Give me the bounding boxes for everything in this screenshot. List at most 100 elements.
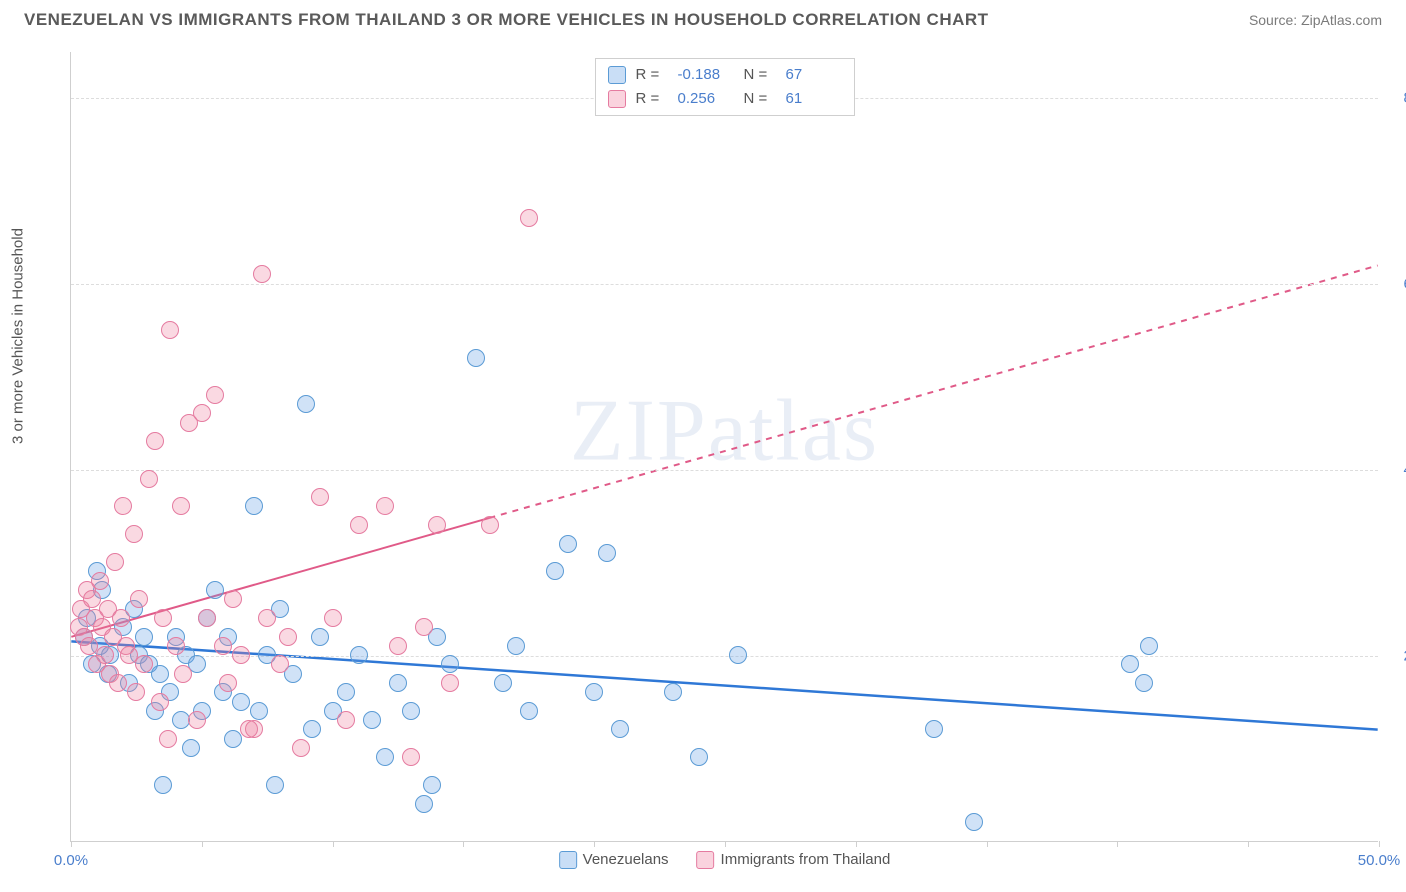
data-point bbox=[219, 674, 237, 692]
data-point bbox=[91, 572, 109, 590]
x-tick-mark bbox=[594, 841, 595, 847]
data-point bbox=[376, 497, 394, 515]
legend-n-value: 61 bbox=[786, 87, 842, 111]
data-point bbox=[106, 553, 124, 571]
data-point bbox=[188, 711, 206, 729]
data-point bbox=[441, 674, 459, 692]
data-point bbox=[324, 609, 342, 627]
data-point bbox=[135, 628, 153, 646]
x-tick-label: 0.0% bbox=[54, 852, 88, 869]
data-point bbox=[598, 544, 616, 562]
x-tick-mark bbox=[1379, 841, 1380, 847]
legend-item: Venezuelans bbox=[559, 851, 669, 869]
data-point bbox=[224, 590, 242, 608]
data-point bbox=[232, 693, 250, 711]
legend-swatch bbox=[608, 90, 626, 108]
data-point bbox=[154, 776, 172, 794]
data-point bbox=[174, 665, 192, 683]
data-point bbox=[250, 702, 268, 720]
data-point bbox=[415, 618, 433, 636]
data-point bbox=[167, 637, 185, 655]
data-point bbox=[729, 646, 747, 664]
data-point bbox=[664, 683, 682, 701]
data-point bbox=[520, 702, 538, 720]
data-point bbox=[266, 776, 284, 794]
data-point bbox=[297, 395, 315, 413]
data-point bbox=[337, 683, 355, 701]
y-axis-label: 3 or more Vehicles in Household bbox=[10, 228, 27, 444]
data-point bbox=[690, 748, 708, 766]
data-point bbox=[151, 665, 169, 683]
data-point bbox=[423, 776, 441, 794]
x-tick-mark bbox=[856, 841, 857, 847]
legend-r-label: R = bbox=[636, 63, 668, 87]
data-point bbox=[146, 432, 164, 450]
x-tick-mark bbox=[71, 841, 72, 847]
y-tick-label: 20.0% bbox=[1386, 648, 1406, 665]
x-tick-mark bbox=[1117, 841, 1118, 847]
data-point bbox=[172, 497, 190, 515]
chart-title: VENEZUELAN VS IMMIGRANTS FROM THAILAND 3… bbox=[24, 10, 989, 30]
x-tick-mark bbox=[463, 841, 464, 847]
data-point bbox=[161, 321, 179, 339]
data-point bbox=[198, 609, 216, 627]
data-point bbox=[559, 535, 577, 553]
data-point bbox=[428, 516, 446, 534]
legend-swatch bbox=[608, 66, 626, 84]
correlation-legend: R = -0.188 N = 67R =0.256N =61 bbox=[595, 58, 855, 116]
trend-lines bbox=[71, 52, 1378, 841]
data-point bbox=[245, 497, 263, 515]
data-point bbox=[96, 646, 114, 664]
data-point bbox=[494, 674, 512, 692]
series-legend: Venezuelans Immigrants from Thailand bbox=[559, 851, 891, 869]
legend-label: Immigrants from Thailand bbox=[721, 851, 891, 868]
data-point bbox=[109, 674, 127, 692]
data-point bbox=[135, 655, 153, 673]
data-point bbox=[467, 349, 485, 367]
data-point bbox=[114, 497, 132, 515]
legend-swatch bbox=[697, 851, 715, 869]
data-point bbox=[214, 637, 232, 655]
data-point bbox=[350, 516, 368, 534]
data-point bbox=[481, 516, 499, 534]
chart-container: 3 or more Vehicles in Household ZIPatlas… bbox=[24, 44, 1382, 864]
legend-row: R =0.256N =61 bbox=[608, 87, 842, 111]
y-tick-label: 60.0% bbox=[1386, 276, 1406, 293]
x-tick-label: 50.0% bbox=[1358, 852, 1401, 869]
data-point bbox=[376, 748, 394, 766]
y-tick-label: 80.0% bbox=[1386, 90, 1406, 107]
x-tick-mark bbox=[1248, 841, 1249, 847]
data-point bbox=[389, 637, 407, 655]
legend-n-label: N = bbox=[744, 63, 776, 87]
plot-area: ZIPatlas R =-0.188N =67R =0.256N =61 Ven… bbox=[70, 52, 1378, 842]
data-point bbox=[112, 609, 130, 627]
data-point bbox=[232, 646, 250, 664]
data-point bbox=[206, 581, 224, 599]
data-point bbox=[389, 674, 407, 692]
data-point bbox=[125, 525, 143, 543]
data-point bbox=[350, 646, 368, 664]
data-point bbox=[337, 711, 355, 729]
data-point bbox=[1135, 674, 1153, 692]
data-point bbox=[154, 609, 172, 627]
legend-r-value: -0.188 bbox=[678, 63, 734, 87]
data-point bbox=[151, 693, 169, 711]
y-tick-label: 40.0% bbox=[1386, 462, 1406, 479]
watermark: ZIPatlas bbox=[570, 380, 879, 481]
data-point bbox=[611, 720, 629, 738]
data-point bbox=[130, 590, 148, 608]
data-point bbox=[507, 637, 525, 655]
legend-item: Immigrants from Thailand bbox=[697, 851, 891, 869]
data-point bbox=[965, 813, 983, 831]
data-point bbox=[140, 470, 158, 488]
data-point bbox=[127, 683, 145, 701]
legend-n-value: 67 bbox=[786, 63, 842, 87]
data-point bbox=[415, 795, 433, 813]
legend-row: R = -0.188 N = 67 bbox=[608, 63, 842, 87]
data-point bbox=[925, 720, 943, 738]
data-point bbox=[303, 720, 321, 738]
legend-swatch bbox=[559, 851, 577, 869]
data-point bbox=[520, 209, 538, 227]
data-point bbox=[1121, 655, 1139, 673]
data-point bbox=[402, 748, 420, 766]
